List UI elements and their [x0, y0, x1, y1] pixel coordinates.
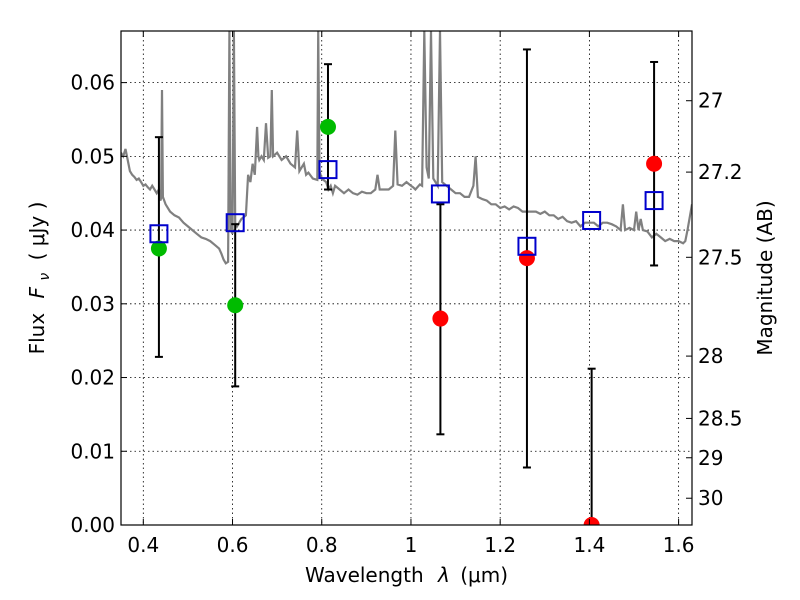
y2-axis-label: Magnitude (AB) — [753, 200, 777, 355]
y2-tick-label: 30 — [698, 486, 723, 510]
y-axis-label: Flux F ν ( μJy ) — [25, 202, 54, 355]
photometry-point — [432, 310, 449, 327]
y-tick-label: 0.02 — [70, 366, 115, 390]
photometry-point — [227, 297, 244, 314]
plot-frame — [120, 30, 693, 526]
model-photometry-square — [318, 160, 338, 180]
y-axis-label-subscript: ν — [37, 273, 53, 281]
y2-tick-label: 28 — [698, 344, 723, 368]
x-tick-label: 0.4 — [127, 533, 159, 557]
y-tick-label: 0.06 — [70, 71, 115, 95]
x-tick-label: 1.4 — [573, 533, 605, 557]
y-tick-label: 0.04 — [70, 218, 115, 242]
y-tick-label: 0.00 — [70, 513, 115, 537]
x-axis-label-symbol: λ — [437, 563, 450, 587]
tick-layer: 0.4 0.6 0.8 1 1.2 1.4 1.6 0.00 0.01 0.02 0.03 0.04 0… — [70, 31, 743, 557]
model-spectrum-line — [121, 31, 692, 265]
x-tick-label: 0.6 — [217, 533, 249, 557]
photometry-point — [150, 240, 167, 257]
x-tick-label: 1.6 — [663, 533, 695, 557]
model-photometry-square — [582, 210, 602, 230]
model-photometry-square — [225, 213, 245, 233]
y2-tick-label: 29 — [698, 446, 723, 470]
photometry-point — [518, 250, 535, 267]
model-photometry-square — [430, 184, 450, 204]
grid-layer — [121, 31, 692, 526]
point-layer — [149, 118, 664, 525]
x-tick-label: 1 — [405, 533, 418, 557]
model-photometry-square — [517, 236, 537, 256]
x-tick-label: 1.2 — [484, 533, 516, 557]
model-photometry-square — [149, 224, 169, 244]
model-photometry-square — [644, 191, 664, 211]
y2-tick-label: 28.5 — [698, 406, 743, 430]
x-axis-label-unit: (μm) — [460, 563, 508, 587]
photometry-point — [583, 517, 600, 525]
y-axis-label-text: Flux — [25, 313, 49, 355]
y2-tick-label: 27.2 — [698, 160, 743, 184]
y2-tick-label: 27.5 — [698, 245, 743, 269]
y2-tick-label: 27 — [698, 89, 723, 113]
x-tick-label: 0.8 — [306, 533, 338, 557]
spectrum-layer — [121, 31, 692, 265]
y-tick-label: 0.05 — [70, 144, 115, 168]
y-tick-label: 0.01 — [70, 439, 115, 463]
photometry-point — [646, 155, 663, 172]
y-axis-label-symbol: F — [25, 286, 49, 298]
y-axis-label-unit: ( μJy ) — [25, 202, 49, 261]
photometry-point — [319, 118, 336, 135]
y-tick-label: 0.03 — [70, 292, 115, 316]
x-axis-label-text: Wavelength — [305, 563, 424, 587]
x-axis-label: Wavelength λ (μm) — [305, 563, 508, 587]
